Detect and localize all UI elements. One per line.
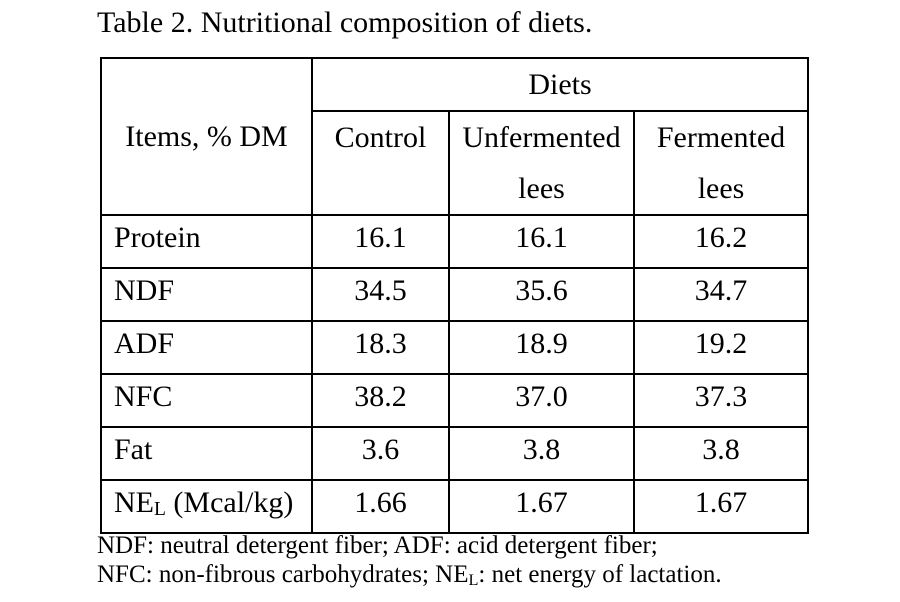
column-header-fermented-lees: Fermented lees (632, 110, 810, 216)
footnote: NDF: neutral detergent fiber; ADF: acid … (97, 531, 722, 592)
value-cell: 18.3 (311, 320, 450, 375)
group-header-row: Items, % DM Diets (100, 57, 810, 216)
nel-label-text: NE (114, 485, 154, 519)
row-label-adf: ADF (100, 320, 313, 375)
table-row-adf: ADF 18.3 18.9 19.2 (100, 320, 810, 375)
value-cell: 19.2 (632, 320, 810, 375)
column-header-row: Control Unfermented lees Fermented lees (101, 110, 810, 216)
footnote-nel-subscript: L (468, 570, 479, 589)
value-cell: 18.9 (448, 320, 635, 375)
table-row-ndf: NDF 34.5 35.6 34.7 (100, 267, 810, 322)
value-cell: 16.1 (448, 214, 635, 269)
footnote-line-1: NDF: neutral detergent fiber; ADF: acid … (97, 532, 658, 559)
value-cell: 3.8 (448, 426, 635, 481)
row-label-fat: Fat (100, 426, 313, 481)
value-cell: 16.1 (311, 214, 450, 269)
footnote-line-2-rest: : net energy of lactation. (478, 561, 722, 588)
value-cell: 1.67 (632, 479, 810, 534)
nutrition-table: Items, % DM Diets Control Unfermented le… (100, 57, 810, 534)
row-label-nel: NEL (Mcal/kg) (100, 479, 313, 534)
value-cell: 34.5 (311, 267, 450, 322)
footnote-line-2-text: NFC: non-fibrous carbohydrates; NE (97, 561, 469, 588)
value-cell: 1.66 (311, 479, 450, 534)
value-cell: 37.3 (632, 373, 810, 428)
items-header-cell: Items, % DM (100, 57, 313, 216)
table-row-fat: Fat 3.6 3.8 3.8 (100, 426, 810, 481)
value-cell: 16.2 (632, 214, 810, 269)
value-cell: 3.8 (632, 426, 810, 481)
table-row-nfc: NFC 38.2 37.0 37.3 (100, 373, 810, 428)
footnote-line-2: NFC: non-fibrous carbohydrates; NEL: net… (97, 560, 722, 592)
diets-group-header-cell: Diets (310, 57, 810, 112)
nel-label-subscript: L (154, 499, 166, 520)
column-header-control: Control (311, 110, 450, 216)
table-row-nel: NEL (Mcal/kg) 1.66 1.67 1.67 (100, 479, 810, 534)
value-cell: 35.6 (448, 267, 635, 322)
value-cell: 3.6 (311, 426, 450, 481)
table-row-protein: Protein 16.1 16.1 16.2 (100, 214, 810, 269)
row-label-ndf: NDF (100, 267, 313, 322)
value-cell: 37.0 (448, 373, 635, 428)
nel-label-unit: (Mcal/kg) (165, 485, 294, 519)
value-cell: 34.7 (632, 267, 810, 322)
row-label-protein: Protein (100, 214, 313, 269)
row-label-nfc: NFC (100, 373, 313, 428)
value-cell: 1.67 (448, 479, 635, 534)
column-header-unfermented-lees: Unfermented lees (448, 110, 635, 216)
value-cell: 38.2 (311, 373, 450, 428)
table-caption: Table 2. Nutritional composition of diet… (97, 6, 593, 39)
